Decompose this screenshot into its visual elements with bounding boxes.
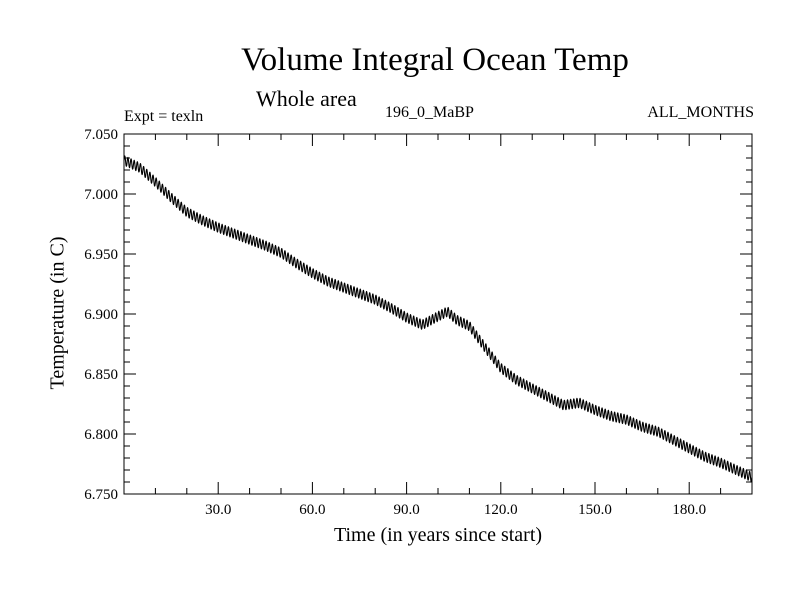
x-tick-label: 30.0 [205, 502, 231, 518]
chart-subtitle: Whole area [256, 86, 357, 111]
run-annotation: 196_0_MaBP [385, 104, 474, 121]
series-line [123, 155, 753, 483]
y-tick-label: 6.850 [84, 367, 118, 383]
y-axis-label: Temperature (in C) [46, 236, 69, 390]
y-tick-label: 7.050 [84, 127, 118, 143]
months-annotation: ALL_MONTHS [647, 104, 754, 121]
x-tick-label: 90.0 [393, 502, 419, 518]
x-tick-label: 150.0 [578, 502, 612, 518]
chart-title: Volume Integral Ocean Temp [241, 42, 629, 78]
plot-frame [123, 133, 753, 495]
ticks-layer: 30.0 60.0 90.0 120.0 150.0 180.0 6.750 6.800 6.8… [84, 127, 752, 518]
x-tick-label: 120.0 [484, 502, 518, 518]
y-tick-label: 6.900 [84, 307, 118, 323]
y-tick-label: 6.950 [84, 247, 118, 263]
x-tick-label: 60.0 [299, 502, 325, 518]
y-tick-label: 6.800 [84, 427, 118, 443]
x-tick-label: 180.0 [672, 502, 706, 518]
x-axis-label: Time (in years since start) [333, 524, 543, 546]
y-tick-label: 6.750 [84, 487, 118, 503]
experiment-annotation: Expt = texln [124, 108, 204, 125]
series-layer [123, 155, 753, 483]
y-tick-label: 7.000 [84, 187, 118, 203]
